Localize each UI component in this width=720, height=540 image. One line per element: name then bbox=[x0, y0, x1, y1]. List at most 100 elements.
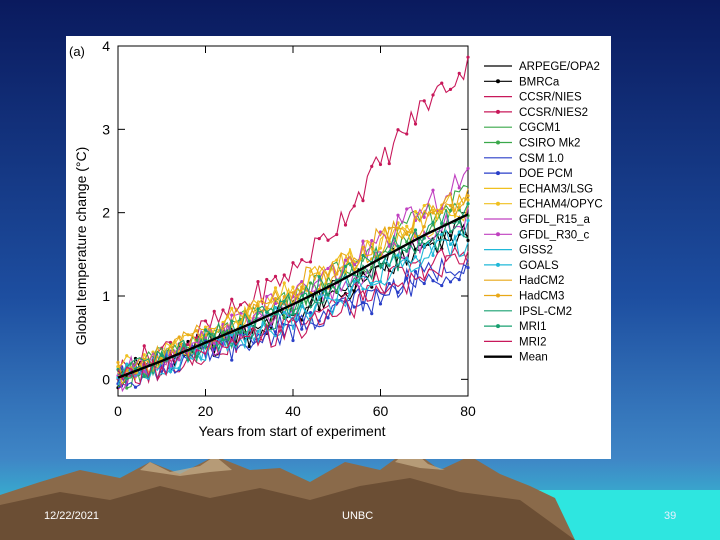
series-point bbox=[448, 234, 453, 238]
legend-entry: Mean bbox=[484, 352, 548, 364]
legend-entry: MRI1 bbox=[484, 321, 546, 333]
series-point bbox=[326, 296, 330, 300]
legend-label: CGCM1 bbox=[519, 122, 561, 134]
series-point bbox=[352, 204, 356, 208]
series-point bbox=[396, 290, 400, 294]
series-point bbox=[440, 210, 444, 214]
legend-entry: HadCM3 bbox=[484, 291, 564, 303]
series-point bbox=[256, 307, 260, 311]
series-point bbox=[413, 234, 418, 239]
series-point bbox=[326, 293, 330, 297]
series-point bbox=[335, 290, 339, 294]
series-point bbox=[457, 220, 461, 224]
series-point bbox=[300, 327, 304, 331]
series-point bbox=[448, 87, 453, 91]
series-point bbox=[125, 377, 129, 381]
x-axis-label: Years from start of experiment bbox=[198, 423, 385, 439]
series-point bbox=[195, 354, 199, 359]
series-point bbox=[317, 275, 321, 279]
series-point bbox=[273, 330, 278, 334]
series-point bbox=[265, 294, 269, 299]
series-point bbox=[308, 260, 313, 264]
y-tick-label: 2 bbox=[102, 205, 110, 221]
series-point bbox=[457, 278, 461, 282]
series-point bbox=[212, 341, 216, 346]
series-point bbox=[317, 272, 321, 276]
series-point bbox=[265, 306, 269, 310]
series-point bbox=[457, 230, 461, 234]
series-point bbox=[300, 285, 304, 289]
series-point bbox=[221, 330, 225, 334]
series-point bbox=[335, 232, 339, 237]
series-point bbox=[291, 338, 295, 343]
series-point bbox=[282, 299, 286, 303]
series-point bbox=[125, 354, 129, 358]
series-point bbox=[370, 164, 374, 169]
series-point bbox=[457, 186, 461, 190]
series-point bbox=[273, 286, 278, 290]
series-point bbox=[247, 319, 251, 323]
series-mean bbox=[117, 213, 469, 379]
mountain-highlight bbox=[140, 456, 232, 476]
x-tick-label: 80 bbox=[460, 403, 476, 419]
series-point bbox=[405, 232, 409, 236]
legend-label: GFDL_R30_c bbox=[519, 229, 590, 241]
series-point bbox=[457, 206, 461, 210]
series-point bbox=[405, 276, 409, 280]
series-point bbox=[282, 316, 286, 320]
series-point bbox=[422, 281, 426, 286]
legend-label: GISS2 bbox=[519, 245, 553, 257]
series-point bbox=[273, 301, 278, 306]
series-point bbox=[168, 340, 173, 345]
series-point bbox=[212, 309, 216, 313]
legend-label: CCSR/NIES bbox=[519, 92, 582, 104]
legend-label: Mean bbox=[519, 352, 548, 364]
legend-marker bbox=[496, 324, 500, 329]
series-point bbox=[186, 342, 190, 347]
series-point bbox=[396, 213, 400, 217]
series-point bbox=[168, 369, 173, 374]
y-tick-label: 4 bbox=[102, 38, 110, 54]
legend-entry: CSM 1.0 bbox=[484, 153, 564, 165]
series-point bbox=[256, 304, 260, 308]
series-point bbox=[387, 281, 391, 286]
series-point bbox=[422, 215, 426, 219]
series-point bbox=[116, 360, 120, 365]
x-tick-label: 40 bbox=[285, 403, 301, 419]
series-point bbox=[466, 198, 470, 202]
series-point bbox=[440, 283, 444, 288]
series-point bbox=[133, 385, 138, 389]
series-point bbox=[448, 203, 453, 208]
legend-label: CSM 1.0 bbox=[519, 153, 564, 165]
mountain-shadow bbox=[0, 478, 575, 540]
series-point bbox=[422, 236, 426, 240]
series-point bbox=[291, 261, 295, 265]
legend-label: BMRCa bbox=[519, 76, 560, 88]
series-point bbox=[466, 265, 470, 270]
series-point bbox=[370, 265, 374, 269]
series-point bbox=[361, 253, 365, 258]
series-point bbox=[221, 308, 225, 312]
series-point bbox=[273, 274, 278, 278]
series-point bbox=[431, 93, 435, 97]
series-point bbox=[230, 313, 234, 317]
legend-label: MRI2 bbox=[519, 336, 546, 348]
series-point bbox=[300, 258, 304, 262]
series-point bbox=[422, 244, 426, 248]
series-point bbox=[387, 226, 391, 230]
series-point bbox=[238, 303, 243, 307]
series-point bbox=[448, 242, 453, 247]
series-point bbox=[265, 310, 269, 314]
series-point bbox=[378, 246, 383, 250]
series-point bbox=[422, 203, 426, 208]
series-point bbox=[142, 374, 146, 379]
series-point bbox=[361, 245, 365, 249]
legend-entry: ECHAM4/OPYC bbox=[484, 199, 603, 211]
legend-marker bbox=[496, 262, 500, 267]
series-point bbox=[308, 314, 313, 318]
series-point bbox=[177, 358, 181, 362]
series-point bbox=[282, 281, 286, 285]
series-point bbox=[142, 344, 146, 348]
legend-marker bbox=[496, 109, 500, 114]
legend-marker bbox=[496, 79, 500, 84]
